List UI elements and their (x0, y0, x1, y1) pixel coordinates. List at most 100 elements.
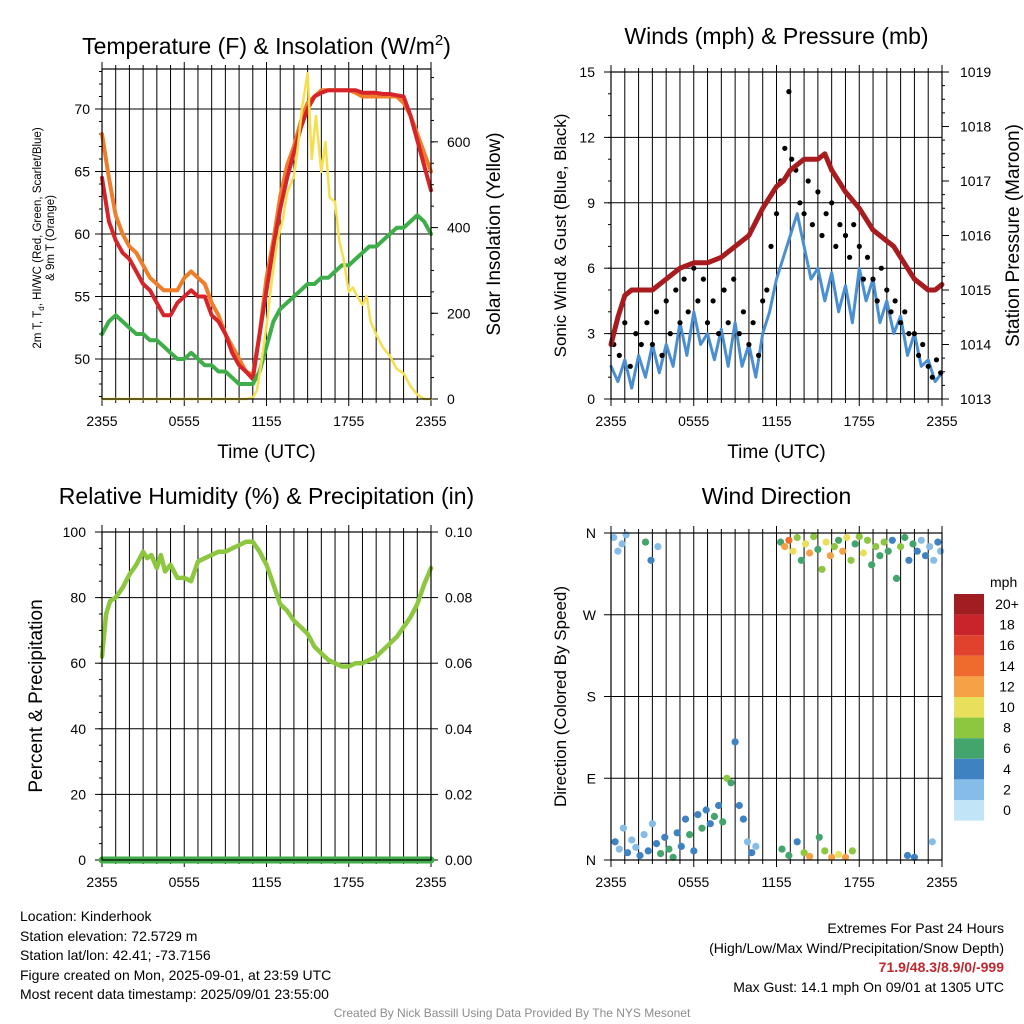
direction-point (892, 574, 901, 583)
x-tick-label: 0555 (169, 413, 200, 429)
direction-point (934, 538, 942, 546)
direction-point (781, 543, 789, 551)
gust-point (782, 145, 788, 151)
y2-tick-label: 0 (447, 391, 455, 407)
plot-border (610, 71, 943, 400)
gust-point (902, 309, 908, 315)
gust-point (878, 265, 884, 271)
y-tick-label: 6 (587, 260, 595, 276)
gust-point (681, 276, 687, 282)
y-tick-label: 12 (579, 129, 595, 145)
y2-tick-label: 0.08 (445, 590, 472, 606)
legend-title: mph (990, 574, 1017, 590)
legend-label: 16 (999, 637, 1015, 653)
direction-point (937, 547, 945, 555)
direction-point (632, 843, 640, 851)
gust-point (829, 200, 835, 206)
gust-point (888, 309, 894, 315)
direction-point (884, 547, 892, 555)
y-tick-label: S (587, 689, 596, 705)
gust-point (815, 189, 821, 195)
direction-point (810, 533, 818, 541)
direction-point (880, 538, 888, 546)
series-line-wind (609, 212, 944, 390)
direction-point (793, 838, 801, 846)
direction-point (841, 853, 850, 861)
gust-point (673, 287, 679, 293)
direction-point (647, 556, 655, 564)
legend-label: 6 (1003, 740, 1011, 756)
direction-point (610, 533, 618, 542)
legend-swatch (954, 758, 984, 780)
direction-point (748, 849, 756, 857)
y-tick-label: 0 (78, 852, 86, 868)
legend-swatch (954, 779, 984, 800)
recent-data-text: Most recent data timestamp: 2025/09/01 2… (20, 986, 329, 1002)
y-tick-label: N (586, 525, 596, 541)
direction-point (619, 824, 628, 832)
series-line-temp2m (100, 88, 433, 381)
direction-point (623, 849, 632, 857)
gust-point (870, 276, 876, 282)
direction-point (828, 853, 836, 861)
direction-point (872, 543, 880, 551)
gust-point (659, 352, 665, 358)
legend-label: 10 (999, 699, 1015, 715)
direction-point (797, 556, 805, 564)
gust-point (685, 309, 691, 315)
direction-point (715, 801, 723, 810)
y-axis-title: 2m T, Td, HI/WC (Red, Green, Scarlet/Blu… (32, 127, 57, 348)
y2-tick-label: 600 (447, 134, 471, 150)
gust-point (837, 222, 843, 228)
title-part: Temperature (F) & Insolation (W/m (82, 33, 435, 59)
direction-point (615, 845, 623, 853)
legend-swatch (954, 676, 984, 697)
y-tick-label: 65 (74, 164, 90, 180)
direction-point (652, 840, 661, 848)
gust-point (842, 232, 849, 239)
grid (102, 69, 431, 399)
y2-tick-label: 200 (447, 305, 471, 321)
series-line-dewpoint (100, 213, 433, 386)
y-tick-label: 100 (63, 524, 87, 540)
gust-point (633, 331, 639, 337)
direction-point (628, 836, 636, 844)
panel-2: 2355 0555 1155 1755 235503691215101310141015… (551, 23, 1024, 463)
y2-tick-label: 0.04 (445, 721, 472, 737)
direction-point (822, 538, 830, 546)
legend-label: 14 (999, 658, 1015, 674)
direction-point (843, 533, 851, 542)
direction-point (888, 536, 896, 544)
gust-point (746, 341, 752, 348)
direction-point (735, 801, 743, 810)
direction-point (909, 540, 917, 548)
gust-point (622, 320, 628, 326)
gust-point (667, 331, 673, 337)
direction-point (778, 845, 786, 853)
latlon-text: Station lat/lon: 42.41; -73.7156 (20, 947, 211, 963)
elevation-text: Station elevation: 72.5729 m (20, 927, 198, 944)
y2-tick-label: 400 (447, 220, 471, 236)
gust-point (616, 352, 622, 358)
direction-point (863, 536, 872, 544)
y-axis-title: Direction (Colored By Speed) (551, 586, 570, 807)
x-tick-label: 1155 (761, 874, 791, 890)
gust-point (847, 254, 853, 260)
y-tick-label: N (586, 852, 596, 868)
gust-point (695, 298, 701, 304)
direction-point (868, 561, 876, 569)
legend-swatch (954, 717, 984, 739)
direction-point (785, 851, 793, 860)
plot-border (101, 531, 432, 861)
direction-point (681, 815, 690, 823)
direction-point (702, 806, 710, 814)
gust-point (920, 341, 926, 348)
chart-title: Wind Direction (702, 483, 852, 509)
panel-3: 2355 0555 1155 1755 23550204060801000.000.02… (26, 483, 474, 890)
x-tick-label: 2355 (86, 413, 117, 429)
credit-text: Created By Nick Bassill Using Data Provi… (333, 1006, 691, 1020)
direction-point (719, 818, 727, 826)
gust-point (700, 276, 707, 282)
gust-point (906, 331, 912, 337)
legend-swatch (954, 614, 984, 636)
